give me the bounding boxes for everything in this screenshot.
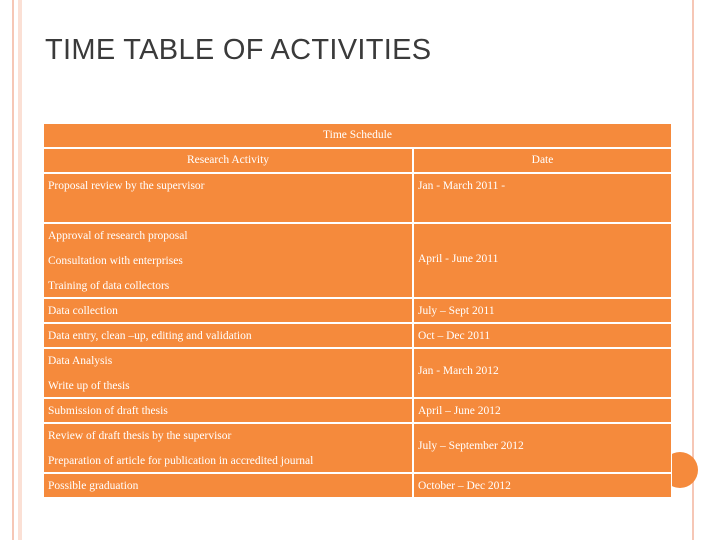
date: April – June 2012 — [418, 405, 501, 417]
activity-cell: Data Analysis Write up of thesis — [43, 348, 413, 398]
date-cell: Oct – Dec 2011 — [413, 323, 672, 348]
activity-cell: Possible graduation — [43, 473, 413, 498]
date-cell: April - June 2011 — [413, 223, 672, 298]
activity: Preparation of article for publication i… — [48, 455, 314, 467]
caption-cell: Time Schedule — [43, 123, 672, 148]
decor-stripe — [692, 0, 694, 540]
activity-cell: Approval of research proposal Consultatio… — [43, 223, 413, 298]
decor-stripe — [18, 0, 22, 540]
date-cell: October – Dec 2012 — [413, 473, 672, 498]
header-cell: Date — [413, 148, 672, 173]
date: Oct – Dec 2011 — [418, 330, 491, 342]
activity: Approval of research proposal — [48, 230, 188, 242]
date-cell: July – Sept 2011 — [413, 298, 672, 323]
date: Jan - March 2012 — [418, 365, 499, 377]
caption: Time Schedule — [323, 129, 392, 141]
date-cell: April – June 2012 — [413, 398, 672, 423]
activity: Possible graduation — [48, 480, 139, 492]
date-cell: Jan - March 2012 — [413, 348, 672, 398]
date-cell: July – September 2012 — [413, 423, 672, 473]
activity: Data collection — [48, 305, 118, 317]
activity: Data Analysis — [48, 355, 113, 367]
activity-cell: Data entry, clean –up, editing and valid… — [43, 323, 413, 348]
date: July – September 2012 — [418, 440, 524, 452]
date: Jan - March 2011 - — [418, 180, 506, 192]
activity: Training of data collectors — [48, 280, 170, 292]
date: April - June 2011 — [418, 252, 499, 265]
activity-cell: Review of draft thesis by the supervisor… — [43, 423, 413, 473]
activity: Write up of thesis — [48, 380, 130, 392]
activity-cell: Submission of draft thesis — [43, 398, 413, 423]
header: Date — [531, 154, 554, 166]
activity: Proposal review by the supervisor — [48, 180, 205, 192]
date: July – Sept 2011 — [418, 305, 495, 317]
activity-cell: Proposal review by the supervisor — [43, 173, 413, 223]
date: October – Dec 2012 — [418, 480, 511, 492]
activity: Data entry, clean –up, editing and valid… — [48, 330, 252, 342]
slide-title: TIME TABLE OF ACTIVITIES — [45, 34, 432, 66]
activity: Submission of draft thesis — [48, 405, 168, 417]
header: Research Activity — [186, 154, 270, 166]
activity: Review of draft thesis by the supervisor — [48, 430, 232, 442]
activity-cell: Data collection — [43, 298, 413, 323]
date-cell: Jan - March 2011 - — [413, 173, 672, 223]
header-cell: Research Activity — [43, 148, 413, 173]
activity: Consultation with enterprises — [48, 255, 183, 267]
decor-stripe — [12, 0, 14, 540]
